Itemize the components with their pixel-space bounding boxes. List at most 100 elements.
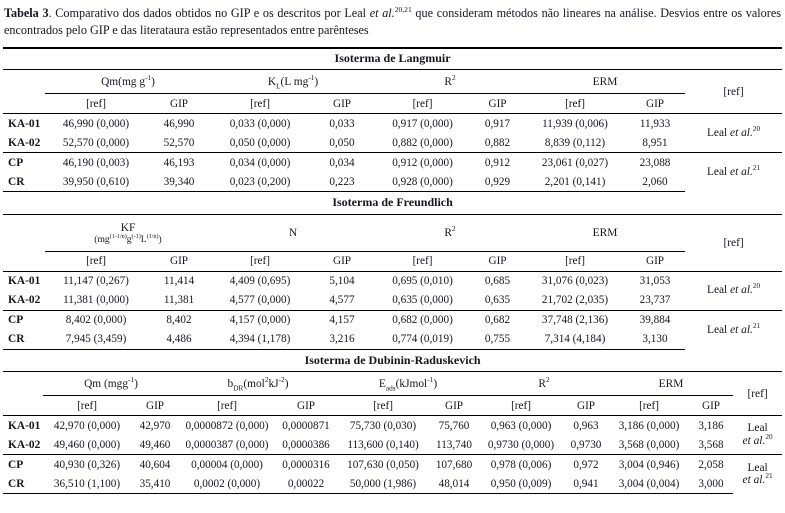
data-cell: 4,409 (0,695) (229, 275, 291, 288)
data-cell: 4,157 (0,000) (211, 309, 309, 330)
row-label: KA-01 (8, 275, 41, 288)
subcolumn-header-ref: [ref] (43, 395, 131, 417)
data-cell: 8,402 (147, 309, 211, 330)
section-title: Isoterma de Langmuir (3, 46, 783, 71)
page: Tabela 3. Comparativo dos dados obtidos … (3, 6, 783, 495)
data-cell: 0,929 (470, 172, 525, 193)
data-cell: 0,0000872 (0,000) (185, 419, 269, 432)
data-cell: 3,216 (309, 329, 375, 350)
data-cell: 0,9730 (0,000) (487, 438, 555, 451)
subcolumn-header-ref: [ref] (375, 93, 470, 115)
reference-cell: Leal et al.21 (685, 152, 783, 192)
data-cell: 42,970 (139, 419, 171, 432)
data-cell: 5,104 (329, 275, 355, 288)
header-spacer (3, 395, 43, 417)
table-row: KA-02 11,381 (0,000) 11,381 4,577 (0,000… (3, 291, 782, 311)
data-cell: 23,737 (639, 294, 671, 307)
column-group-header-erm: ERM (525, 214, 685, 252)
header-spacer (3, 251, 45, 272)
column-header-ref: [ref] (733, 371, 783, 417)
row-label: KA-02 (8, 294, 41, 307)
data-cell: 3,004 (0,004) (609, 474, 689, 495)
data-cell: 8,402 (0,000) (45, 309, 147, 330)
data-cell: 4,577 (0,000) (229, 294, 291, 307)
table-row: KA-02 49,460 (0,000) 49,460 0,0000387 (0… (3, 435, 782, 455)
data-cell: 48,014 (429, 474, 479, 495)
data-cell: 21,702 (2,035) (541, 294, 609, 307)
data-cell: 2,058 (689, 454, 733, 475)
subcolumn-header-gip: GIP (309, 251, 375, 272)
data-cell: 3,186 (0,000) (618, 419, 680, 432)
data-cell: 11,939 (0,006) (542, 117, 608, 130)
subcolumn-header-gip: GIP (147, 93, 211, 115)
data-cell: 0,00004 (0,000) (179, 454, 275, 475)
subcolumn-header-gip: GIP (309, 93, 375, 115)
data-cell: 3,568 (698, 438, 724, 451)
data-cell: 7,945 (3,459) (45, 329, 147, 350)
data-cell: 37,748 (2,136) (525, 309, 625, 330)
data-cell: 11,147 (0,267) (63, 275, 129, 288)
row-label: CP (3, 152, 45, 173)
subcolumn-header-gip: GIP (470, 93, 525, 115)
data-cell: 46,990 (0,000) (62, 117, 130, 130)
data-cell: 40,604 (131, 454, 179, 475)
data-cell: 0,0000316 (275, 454, 337, 475)
data-cell: 7,314 (4,184) (525, 329, 625, 350)
data-cell: 4,577 (329, 294, 355, 307)
subcolumn-header-ref: [ref] (211, 93, 309, 115)
dubinin-section-table: Isoterma de Dubinin-Raduskevich Qm (mgg-… (3, 349, 783, 495)
data-cell: 52,570 (0,000) (62, 136, 130, 149)
subcolumn-header-gip: GIP (147, 251, 211, 272)
subcolumn-header-ref: [ref] (179, 395, 275, 417)
data-cell: 0,928 (0,000) (375, 172, 470, 193)
data-cell: 39,884 (625, 309, 685, 330)
subcolumn-header-gip: GIP (470, 251, 525, 272)
reference-cell: Leal et al.21 (685, 309, 783, 350)
subcolumn-header-ref: [ref] (211, 251, 309, 272)
subcolumn-header-ref: [ref] (609, 395, 689, 417)
data-cell: 52,570 (163, 136, 195, 149)
column-group-header-kl: KL(L mg-1) (211, 69, 375, 95)
data-cell: 46,190 (0,003) (45, 152, 147, 173)
data-cell: 31,053 (639, 275, 671, 288)
freundlich-section-table: Isoterma de Freundlich KF (mg(1-1/n)g(-1… (3, 192, 783, 350)
kf-units: (mg(1-1/n)g(-1)L(1/n)) (94, 233, 162, 246)
row-label: KA-02 (8, 136, 41, 149)
subcolumn-header-ref: [ref] (45, 251, 147, 272)
data-cell: 0,682 (470, 309, 525, 330)
data-cell: 4,157 (309, 309, 375, 330)
column-header-ref: [ref] (685, 214, 783, 272)
row-label: CR (3, 172, 45, 193)
header-spacer (3, 93, 45, 115)
data-cell: 3,004 (0,946) (609, 454, 689, 475)
data-cell: 49,460 (0,000) (53, 438, 121, 451)
data-cell: 2,060 (625, 172, 685, 193)
data-cell: 0,033 (329, 117, 355, 130)
data-cell: 0,050 (329, 136, 355, 149)
data-cell: 50,000 (1,986) (337, 474, 429, 495)
data-cell: 0,917 (484, 117, 511, 130)
column-group-header-kf: KF (mg(1-1/n)g(-1)L(1/n)) (45, 214, 211, 252)
data-cell: 107,680 (429, 454, 479, 475)
data-cell: 36,510 (1,100) (43, 474, 131, 495)
row-label: CR (3, 329, 45, 350)
data-cell: 11,381 (0,000) (63, 294, 129, 307)
section-title: Isoterma de Freundlich (3, 192, 783, 215)
data-cell: 0,912 (0,000) (375, 152, 470, 173)
section-title: Isoterma de Dubinin-Raduskevich (3, 349, 783, 373)
data-cell: 0,963 (0,000) (490, 419, 552, 432)
data-cell: 0,882 (484, 136, 511, 149)
data-cell: 0,023 (0,200) (211, 172, 309, 193)
table-row: CR 7,945 (3,459) 4,486 4,394 (1,178) 3,2… (3, 329, 782, 350)
column-group-header-bdr: bDR(mol2kJ-2) (179, 371, 337, 397)
data-cell: 11,381 (163, 294, 195, 307)
data-cell: 11,414 (163, 275, 195, 288)
subcolumn-header-ref: [ref] (479, 395, 563, 417)
table-row: KA-02 52,570 (0,000) 52,570 0,050 (0,000… (3, 133, 782, 153)
column-group-header-r2: R2 (479, 371, 609, 397)
column-group-header-n: N (211, 214, 375, 252)
row-label: KA-02 (8, 438, 41, 451)
row-label: CP (3, 454, 43, 475)
reference-cell: Leal et al.20 (742, 422, 773, 448)
data-cell: 0,635 (0,000) (392, 294, 453, 307)
